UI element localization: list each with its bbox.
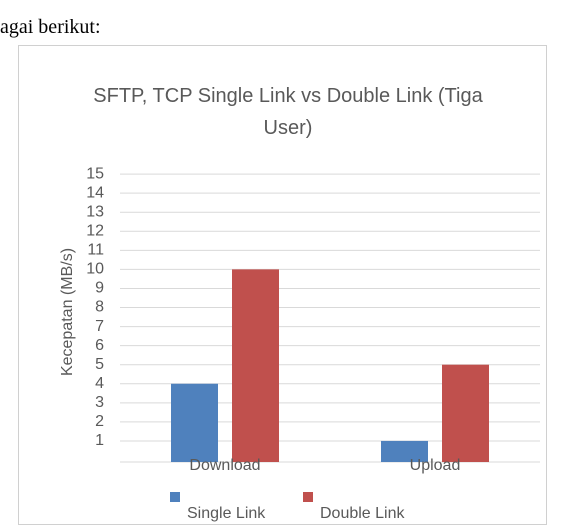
y-tick-label: 5 — [95, 356, 104, 373]
y-tick-label: 11 — [87, 242, 104, 259]
y-tick-label: 15 — [86, 165, 104, 182]
y-tick-label: 13 — [86, 203, 104, 220]
y-tick-label: 7 — [95, 318, 104, 335]
legend-label: Double Link — [320, 505, 406, 522]
y-tick-label: 4 — [95, 375, 104, 392]
y-axis-label: Kecepatan (MB/s) — [59, 248, 76, 376]
y-tick-label: 8 — [95, 299, 104, 316]
x-tick-label: Download — [189, 457, 260, 474]
y-tick-label: 1 — [95, 432, 104, 449]
page: agai berikut: Kecepatan (MB/s) 123456789… — [0, 0, 568, 531]
legend-label: Single Link — [187, 505, 266, 522]
legend-swatch — [170, 492, 180, 502]
chart-title: SFTP, TCP Single Link vs Double Link (Ti… — [88, 80, 488, 144]
y-tick-label: 9 — [95, 280, 104, 297]
bar — [442, 365, 489, 462]
bar — [232, 269, 279, 462]
bar — [171, 384, 218, 462]
y-tick-label: 10 — [86, 261, 104, 278]
y-tick-label: 3 — [95, 394, 104, 411]
y-tick-label: 12 — [86, 222, 104, 239]
y-tick-label: 14 — [86, 184, 104, 201]
y-tick-label: 6 — [95, 337, 104, 354]
y-tick-label: 2 — [95, 413, 104, 430]
x-tick-label: Upload — [410, 457, 461, 474]
legend-swatch — [303, 492, 313, 502]
